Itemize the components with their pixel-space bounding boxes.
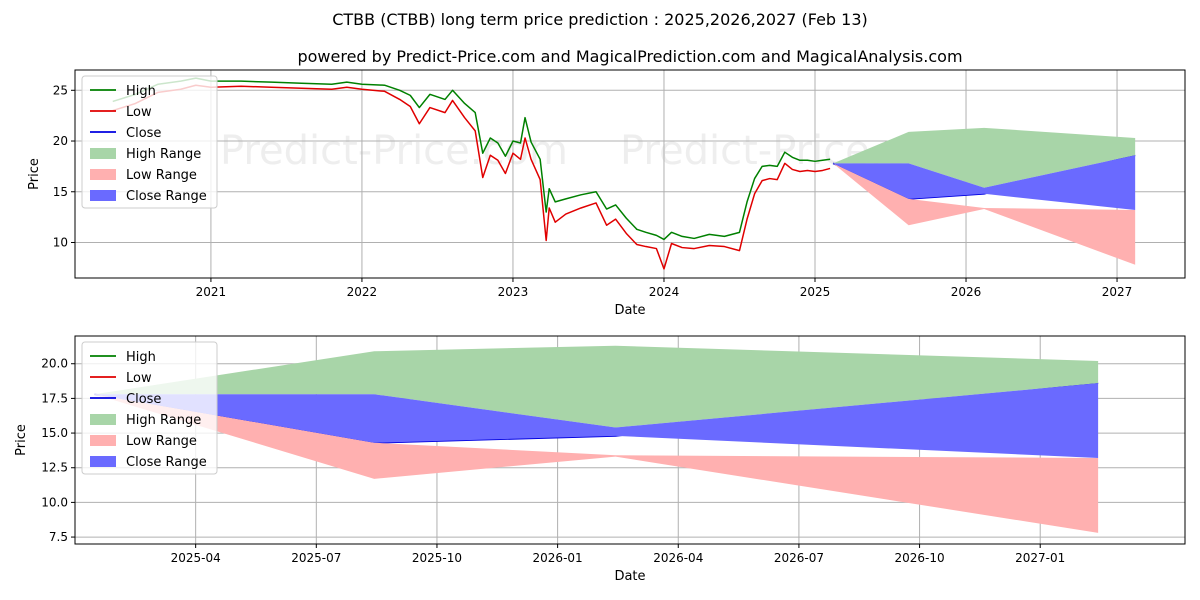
low-range-band (833, 163, 1136, 265)
x-axis-label: Date (614, 303, 645, 318)
y-axis-label: Price (27, 158, 42, 190)
legend-label-close-range: Close Range (126, 189, 207, 204)
legend-label-close: Close (126, 392, 161, 407)
x-tick-label: 2026-04 (653, 551, 703, 565)
chart-title: CTBB (CTBB) long term price prediction :… (332, 10, 868, 29)
y-tick-label: 20.0 (41, 357, 68, 371)
x-tick-label: 2027 (1102, 285, 1133, 299)
low-range-band (94, 394, 1099, 533)
high-range-band (833, 127, 1136, 188)
y-tick-label: 12.5 (41, 461, 68, 475)
legend-label-low-range: Low Range (126, 168, 197, 183)
legend-label-low: Low (126, 105, 152, 120)
y-tick-label: 20 (53, 134, 68, 148)
legend-swatch-close-range (90, 190, 116, 201)
legend-label-close: Close (126, 126, 161, 141)
plot-frame (74, 335, 1186, 545)
plot-frame (74, 69, 1186, 279)
legend-swatch-high-range (90, 414, 116, 425)
x-tick-label: 2025-04 (171, 551, 221, 565)
high-range-band (94, 345, 1099, 428)
y-tick-label: 17.5 (41, 391, 68, 405)
x-tick-label: 2026 (951, 285, 982, 299)
x-tick-label: 2022 (347, 285, 378, 299)
bottom-panel: Predict-Price.comPredict-Price.com2025-0… (14, 335, 1186, 584)
legend-label-close-range: Close Range (126, 455, 207, 470)
close-range-band (94, 383, 1099, 459)
close-range-band (833, 155, 1136, 211)
legend-swatch-high-range (90, 148, 116, 159)
x-tick-label: 2027-01 (1015, 551, 1065, 565)
legend-label-high: High (126, 350, 156, 365)
x-axis-label: Date (614, 569, 645, 584)
y-tick-label: 25 (53, 83, 68, 97)
y-tick-label: 15 (53, 185, 68, 199)
legend-swatch-low-range (90, 435, 116, 446)
x-tick-label: 2026-07 (774, 551, 824, 565)
y-tick-label: 7.5 (49, 530, 68, 544)
legend-label-high-range: High Range (126, 147, 201, 162)
y-axis-label: Price (14, 424, 29, 456)
y-tick-label: 15.0 (41, 426, 68, 440)
y-tick-label: 10 (53, 235, 68, 249)
legend-label-high: High (126, 84, 156, 99)
y-tick-label: 10.0 (41, 495, 68, 509)
watermark-text: Predict-Price.com (220, 128, 568, 174)
legend-label-low: Low (126, 371, 152, 386)
legend-swatch-close-range (90, 456, 116, 467)
x-tick-label: 2026-01 (533, 551, 583, 565)
x-tick-label: 2024 (649, 285, 680, 299)
x-tick-label: 2025-10 (412, 551, 462, 565)
x-tick-label: 2025-07 (291, 551, 341, 565)
high-series-line (112, 77, 831, 241)
x-tick-label: 2026-10 (894, 551, 944, 565)
x-tick-label: 2021 (196, 285, 227, 299)
low-series-line (112, 84, 831, 270)
x-tick-label: 2023 (498, 285, 529, 299)
legend-label-high-range: High Range (126, 413, 201, 428)
x-tick-label: 2025 (800, 285, 831, 299)
legend-swatch-low-range (90, 169, 116, 180)
legend-label-low-range: Low Range (126, 434, 197, 449)
chart-subtitle: powered by Predict-Price.com and Magical… (297, 47, 962, 66)
